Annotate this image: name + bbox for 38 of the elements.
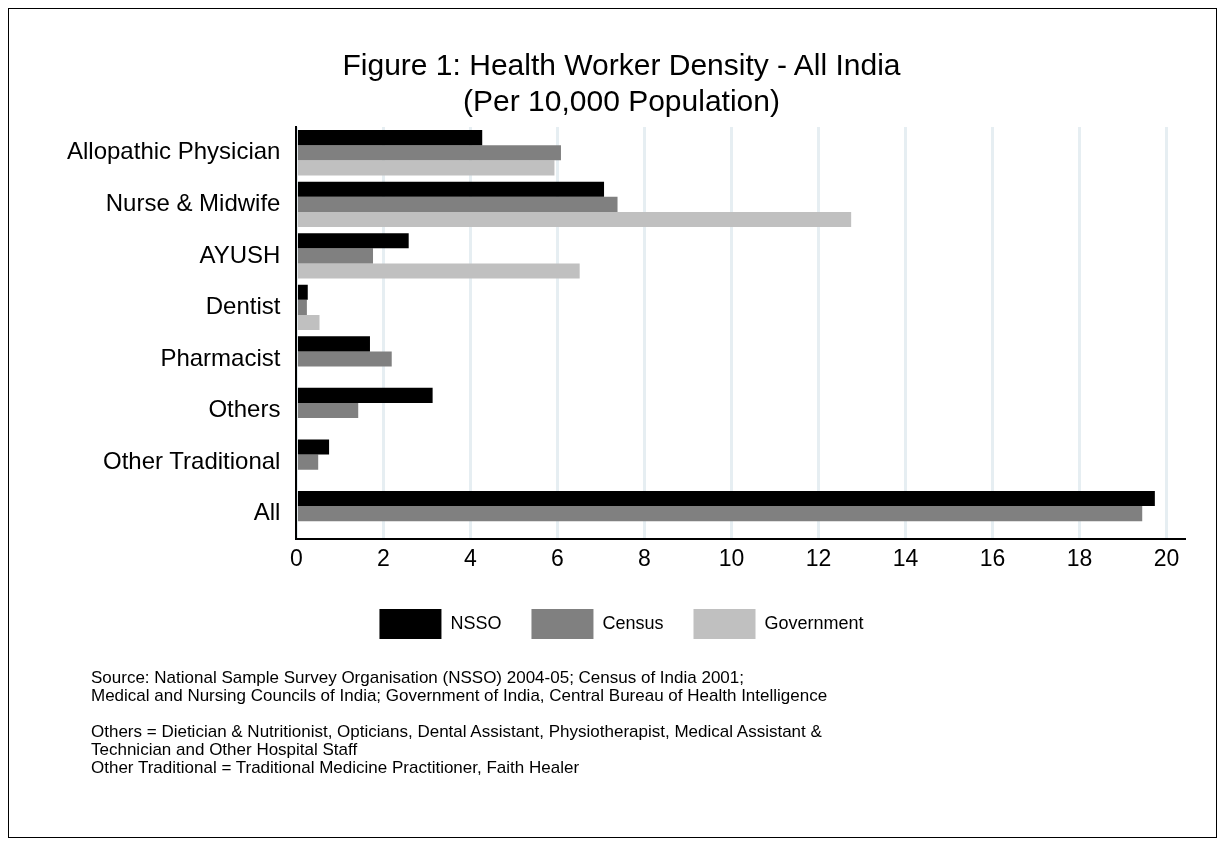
bar	[297, 160, 555, 176]
bar	[297, 299, 307, 315]
legend-label: Government	[764, 612, 864, 633]
bar	[297, 248, 374, 264]
x-tick-label: 20	[1153, 544, 1180, 571]
x-tick-label: 14	[892, 544, 919, 571]
bar	[297, 145, 561, 161]
bar	[297, 402, 359, 419]
x-tick-label: 10	[718, 544, 745, 571]
x-tick-label: 4	[464, 544, 478, 571]
x-tick-label: 6	[551, 544, 564, 571]
x-tick-label: 2	[377, 544, 390, 571]
y-tick-label: Other Traditional	[103, 446, 281, 474]
chart-subtitle: (Per 10,000 Population)	[463, 84, 780, 118]
y-tick-label: AYUSH	[199, 240, 281, 268]
bar	[297, 263, 580, 279]
source-note: Source: National Sample Survey Organisation (NSSO) 2004-05; Census of India 2001; Medical and Nursing Councils of India; Government of India, Central Bureau of Health Intelligence	[91, 668, 829, 705]
x-tick-label: 12	[805, 544, 832, 571]
bar	[297, 351, 392, 367]
x-tick-label: 18	[1066, 544, 1093, 571]
y-tick-label: Pharmacist	[160, 343, 281, 371]
y-tick-label: Others	[208, 395, 281, 423]
legend-label: NSSO	[450, 612, 502, 633]
x-tick-label: 8	[638, 544, 651, 571]
bar	[297, 454, 319, 470]
y-tick-label: Dentist	[205, 292, 281, 320]
bar	[297, 211, 852, 228]
x-tick-label: 16	[979, 544, 1006, 571]
y-tick-label: Allopathic Physician	[66, 137, 281, 165]
text: Others = Dietician & Nutritionist, Opticians, Dental Assistant, Physiotherapist, Medical Assistant & Technician and Other Hospital Staff Other Traditional = Traditional Medicine Practitioner, Faith Healer	[91, 722, 823, 777]
y-tick-label: Nurse & Midwife	[105, 188, 281, 216]
bar	[297, 196, 618, 212]
chart-title: Figure 1: Health Worker Density - All India	[342, 48, 901, 82]
y-tick-label: All	[253, 498, 281, 526]
bar	[297, 506, 1143, 522]
legend-label: Census	[602, 612, 664, 633]
bar	[297, 314, 320, 331]
x-tick-label: 0	[290, 544, 303, 571]
